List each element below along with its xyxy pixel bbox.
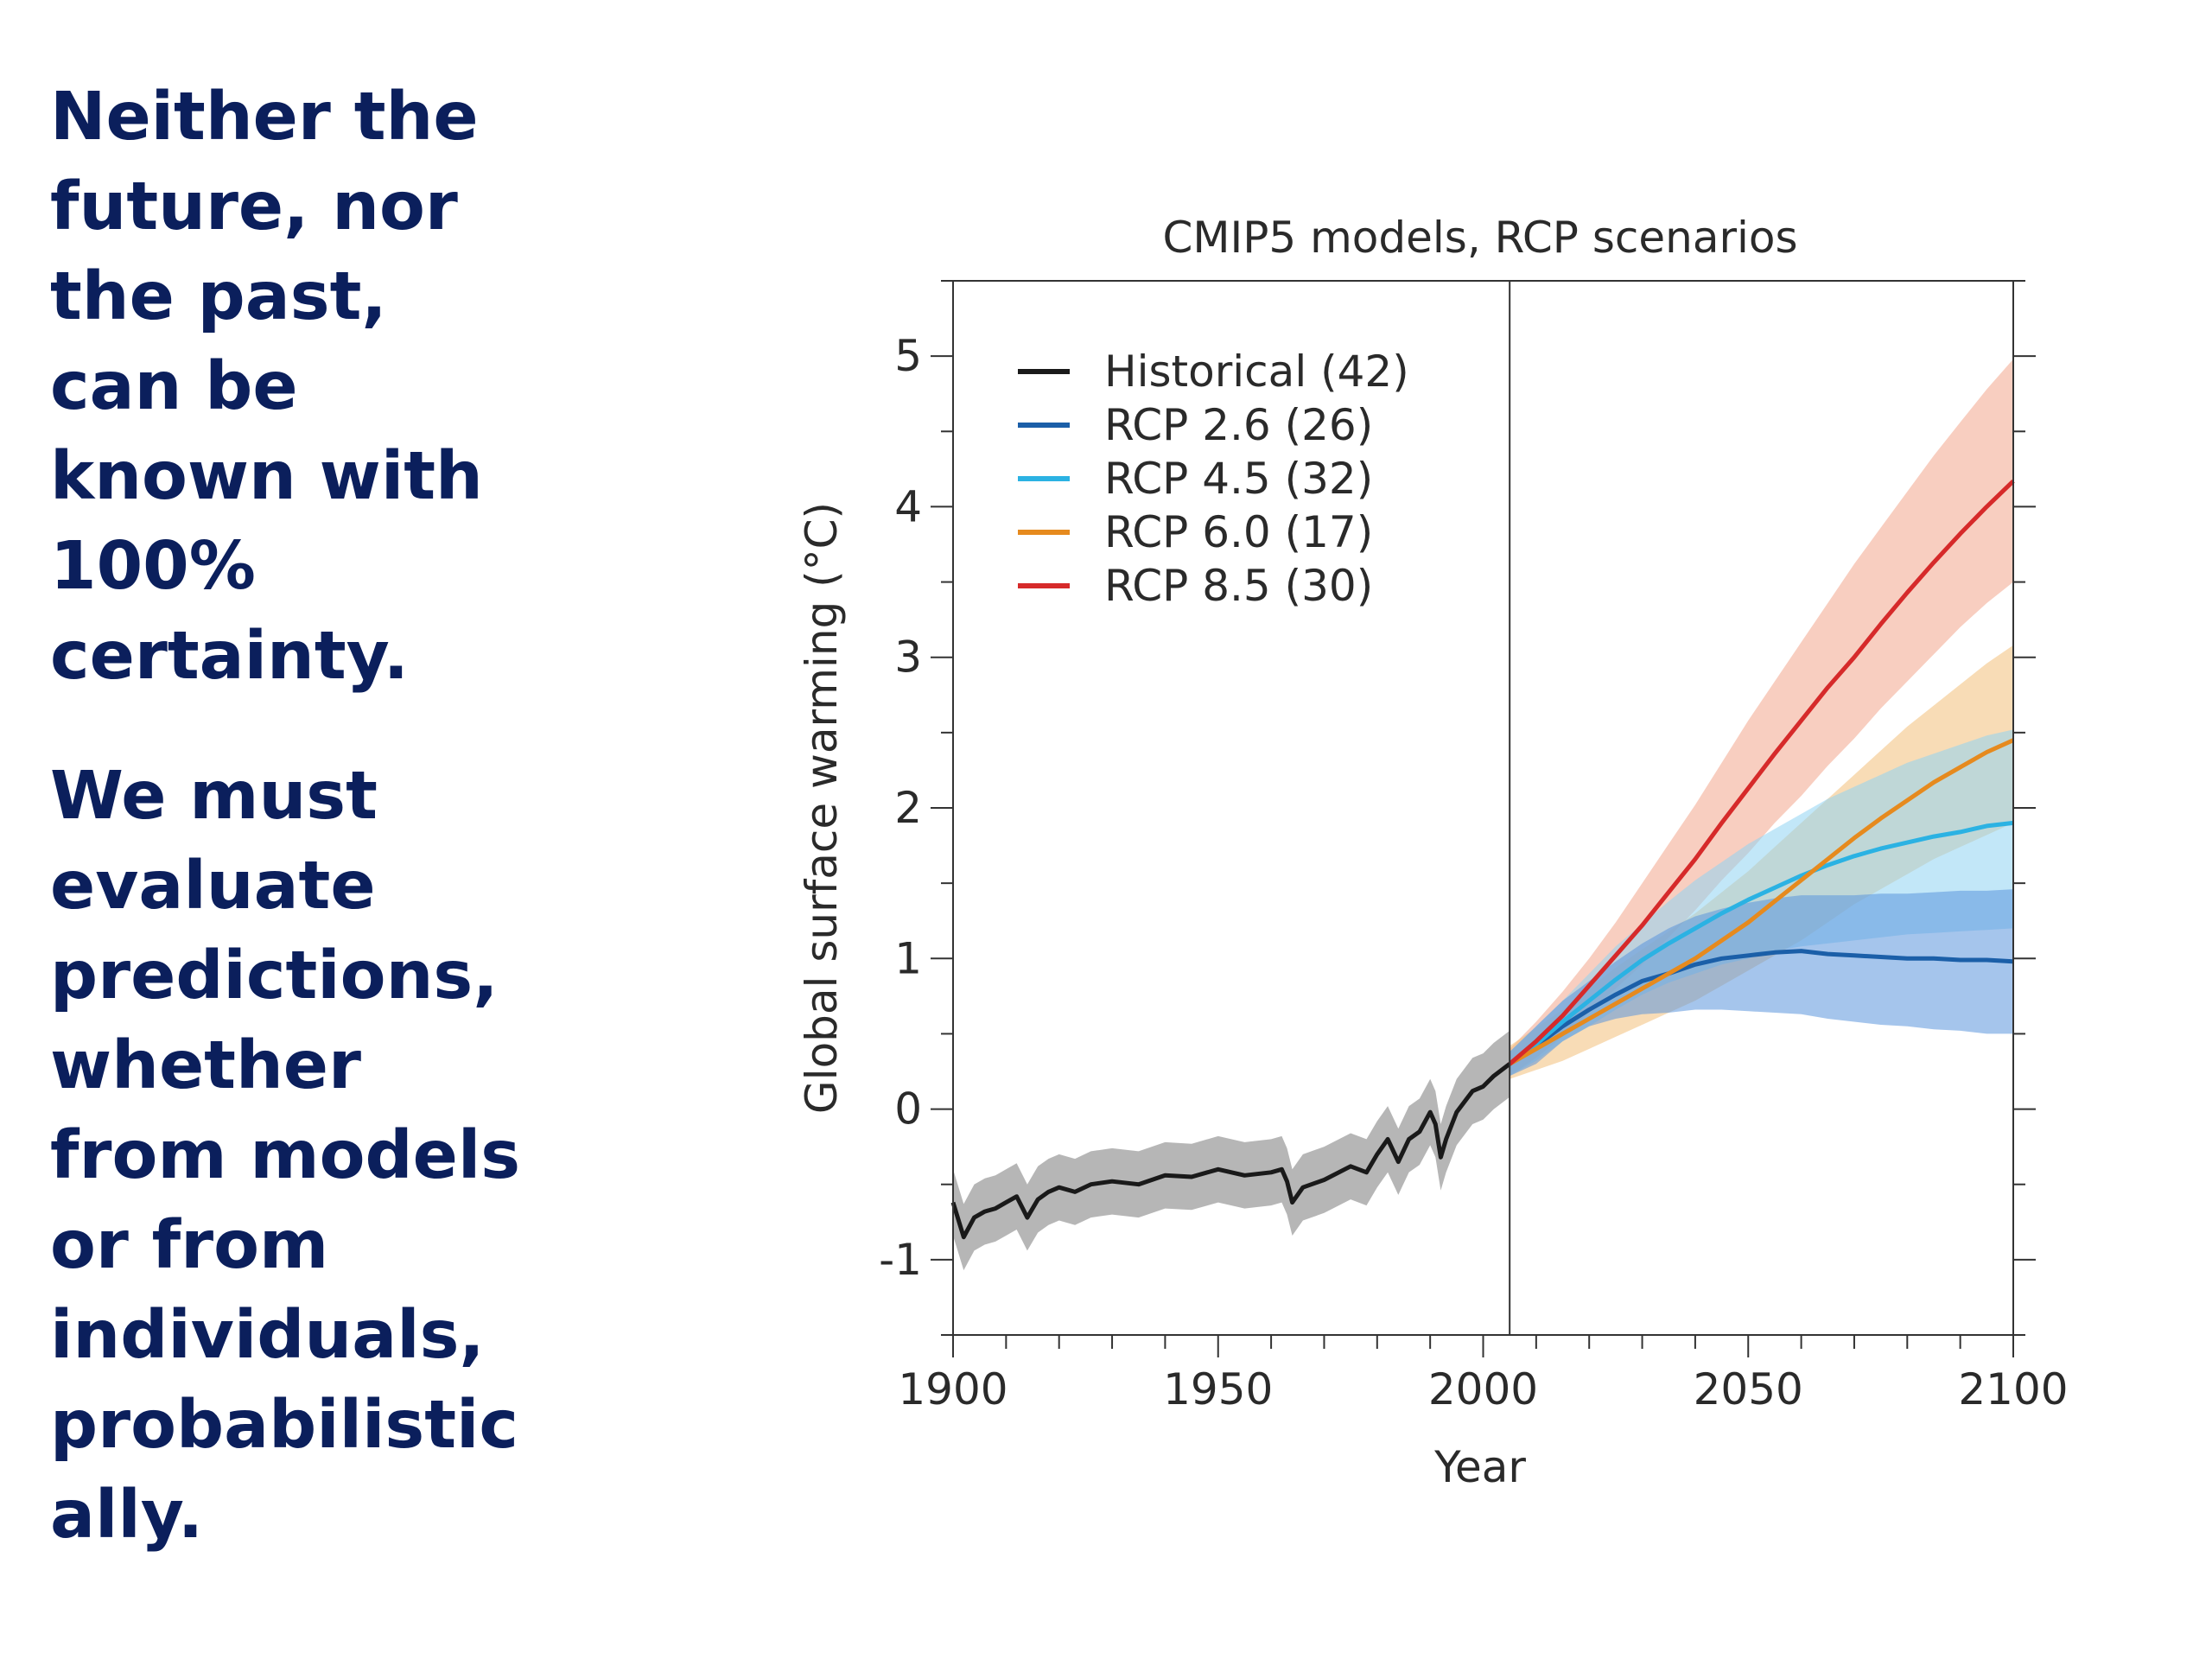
chart-axes: -1 0 1 2 3 4 5 1900 1950 2000 2050 2100: [879, 280, 2069, 1414]
x-tick-label: 2100: [1958, 1364, 2068, 1414]
series-lines: [950, 480, 2015, 1240]
chart-title: CMIP5 models, RCP scenarios: [1162, 213, 1797, 263]
y-tick-label: 2: [894, 783, 922, 833]
y-tick-label: 5: [894, 331, 922, 381]
paragraph-line: predictions,: [50, 938, 499, 1014]
legend-label: Historical (42): [1104, 346, 1409, 397]
y-tick-label: 4: [894, 481, 922, 531]
y-tick-label: 0: [894, 1084, 922, 1135]
band-rcp-1: [1510, 889, 2013, 1077]
slide-text: Neither the future, nor the past, can be…: [50, 73, 569, 1560]
paragraph-line: evaluate: [50, 848, 376, 925]
paragraph-line: probabilistic: [50, 1387, 519, 1464]
legend-label: RCP 4.5 (32): [1104, 454, 1373, 504]
x-tick-label: 2050: [1694, 1364, 1803, 1414]
paragraph-line: 100%: [50, 528, 256, 605]
paragraph-line: We must: [50, 758, 378, 835]
series-line-rcp-2: [1508, 820, 2014, 1066]
paragraph-line: from models: [50, 1117, 521, 1194]
x-axis-label: Year: [1433, 1442, 1526, 1492]
paragraph-uncertainty: Neither the future, nor the past, can be…: [50, 73, 569, 702]
band-historical: [953, 1030, 1510, 1271]
y-tick-label: 3: [894, 632, 922, 683]
paragraph-line: known with: [50, 438, 483, 515]
paragraph-line: Neither the: [50, 79, 479, 156]
series-line-historical: [950, 1062, 1511, 1240]
series-line-rcp-4: [1508, 480, 2015, 1066]
legend: Historical (42)RCP 2.6 (26)RCP 4.5 (32)R…: [1018, 346, 1409, 611]
paragraph-line: or from: [50, 1207, 329, 1284]
band-rcp-4: [1510, 359, 2013, 1077]
paragraph-line: the past,: [50, 258, 387, 335]
legend-label: RCP 2.6 (26): [1104, 400, 1373, 450]
paragraph-line: individuals,: [50, 1297, 485, 1374]
x-tick-label: 1950: [1163, 1364, 1273, 1414]
series-line-rcp-1: [1508, 949, 2014, 1066]
y-tick-label: -1: [879, 1235, 922, 1285]
series-line-rcp-3: [1508, 738, 2015, 1066]
paragraph-line: future, nor: [50, 168, 458, 245]
legend-label: RCP 8.5 (30): [1104, 561, 1373, 611]
paragraph-line: whether: [50, 1027, 361, 1104]
paragraph-line: certainty.: [50, 618, 410, 695]
x-tick-label: 1900: [898, 1364, 1007, 1414]
y-tick-label: 1: [894, 933, 922, 983]
legend-label: RCP 6.0 (17): [1104, 507, 1373, 557]
paragraph-line: ally.: [50, 1477, 204, 1554]
paragraph-line: can be: [50, 348, 298, 425]
y-axis-label: Global surface warming (°C): [797, 502, 847, 1114]
paragraph-evaluate: We must evaluate predictions, whether fr…: [50, 752, 569, 1560]
x-tick-label: 2000: [1428, 1364, 1538, 1414]
